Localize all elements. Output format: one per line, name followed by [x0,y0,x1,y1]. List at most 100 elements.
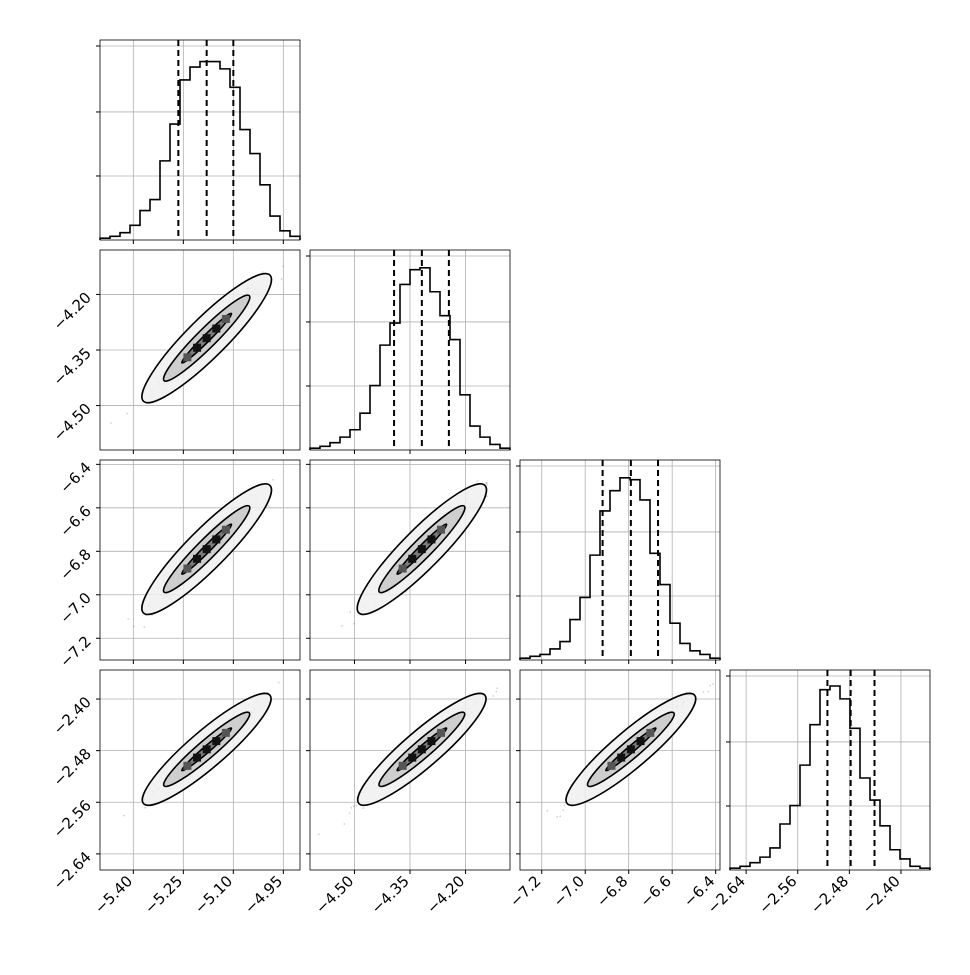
x-tick-label: −5.25 [141,872,186,917]
y-tick-label: −4.50 [50,400,95,445]
x-tick-label: −5.40 [91,872,136,917]
x-tick-label: −7.0 [550,872,588,910]
density-core-block [636,737,645,746]
y-tick-label: −6.6 [56,502,94,540]
axes-frame [519,669,721,871]
scatter-point [712,683,714,685]
scatter-point [702,691,705,693]
scatter-point [559,815,562,818]
density-core-block [408,753,417,762]
hist-panel-4: −2.64 −2.56 −2.48 −2.40 [704,669,931,917]
scatter-point [563,804,566,807]
scatter-point [282,265,284,268]
y-tick-label: −2.48 [50,745,95,790]
scatter-point [110,422,112,424]
density-core-block [408,554,417,563]
scatter-point [277,681,280,684]
density-core-block [193,753,202,762]
scatter-point [348,812,351,814]
hist-panel-2 [306,249,511,454]
panel-4-3: −7.2 −7.0 −6.8 −6.6 −6.4 [506,669,721,911]
scatter-point [349,611,351,614]
scatter-point [685,691,688,693]
scatter-point [353,622,355,625]
histogram-step [729,685,931,870]
density-core-block [398,564,407,573]
scatter-point [317,833,320,836]
x-tick-label: −2.40 [859,872,904,917]
hist-panel-1 [96,39,301,244]
scatter-point [144,806,147,809]
axes-frame [519,459,721,661]
scatter-point [272,479,274,481]
scatter-point [123,814,126,817]
scatter-point [280,278,283,280]
density-core-block [193,343,202,352]
scatter-point [562,809,565,812]
y-tick-label: −2.40 [50,693,95,738]
scatter-point [546,809,549,812]
scatter-point [341,625,343,627]
y-tick-label: −4.35 [50,344,95,389]
x-tick-label: −2.48 [807,872,852,917]
x-tick-label: −4.20 [423,872,468,917]
density-core-block [212,535,221,544]
density-core-block [437,525,446,534]
density-core-block [427,737,436,746]
axes-frame [729,669,931,871]
x-tick-label: −4.50 [312,872,357,917]
x-tick-label: −4.35 [368,872,413,917]
density-core-block [626,745,635,754]
scatter-point [143,626,146,629]
scatter-point [495,690,498,693]
scatter-point [485,482,488,484]
y-tick-label: −6.8 [56,545,94,583]
axes-frame [99,669,301,871]
panel-4-2: −4.50 −4.35 −4.20 [306,669,511,917]
y-tick-label: −2.64 [50,848,95,893]
scatter-point [486,483,489,486]
x-tick-label: −6.6 [637,872,675,910]
density-core-block [202,545,211,554]
scatter-point [556,815,559,818]
scatter-point [362,807,365,810]
density-core-block [202,334,211,343]
density-core-block [202,745,211,754]
histogram-step [309,267,511,450]
axes-frame [99,459,301,661]
scatter-point [127,618,130,620]
panel-4-1: −5.40 −5.25 −5.10 −4.95 −2.64 −2.56 −2.48 −2.40 [50,669,301,917]
scatter-point [485,482,487,485]
density-core-block [417,545,426,554]
scatter-point [709,684,711,687]
scatter-point [267,505,270,507]
density-core-block [193,554,202,563]
density-core-block [183,353,192,362]
density-core-block [646,728,655,737]
density-core-block [212,737,221,746]
hist-panel-3 [516,459,721,664]
scatter-point [355,804,358,807]
density-core-block [221,525,230,534]
density-core-block [221,314,230,323]
scatter-point [133,625,135,628]
x-tick-label: −5.10 [191,872,236,917]
x-tick-label: −6.8 [593,872,631,910]
scatter-point [343,823,346,825]
density-core-block [437,728,446,737]
y-tick-label: −7.2 [56,632,94,670]
scatter-point [261,271,264,274]
scatter-point [350,806,353,809]
histogram-step [99,60,301,240]
density-core-block [427,535,436,544]
histogram-step [519,477,721,660]
scatter-point [353,805,355,808]
y-tick-label: −4.20 [50,289,95,334]
y-tick-label: −6.4 [56,458,94,496]
scatter-point [496,687,499,690]
y-tick-label: −7.0 [56,589,94,627]
density-core-block [183,761,192,770]
scatter-point [486,495,488,498]
